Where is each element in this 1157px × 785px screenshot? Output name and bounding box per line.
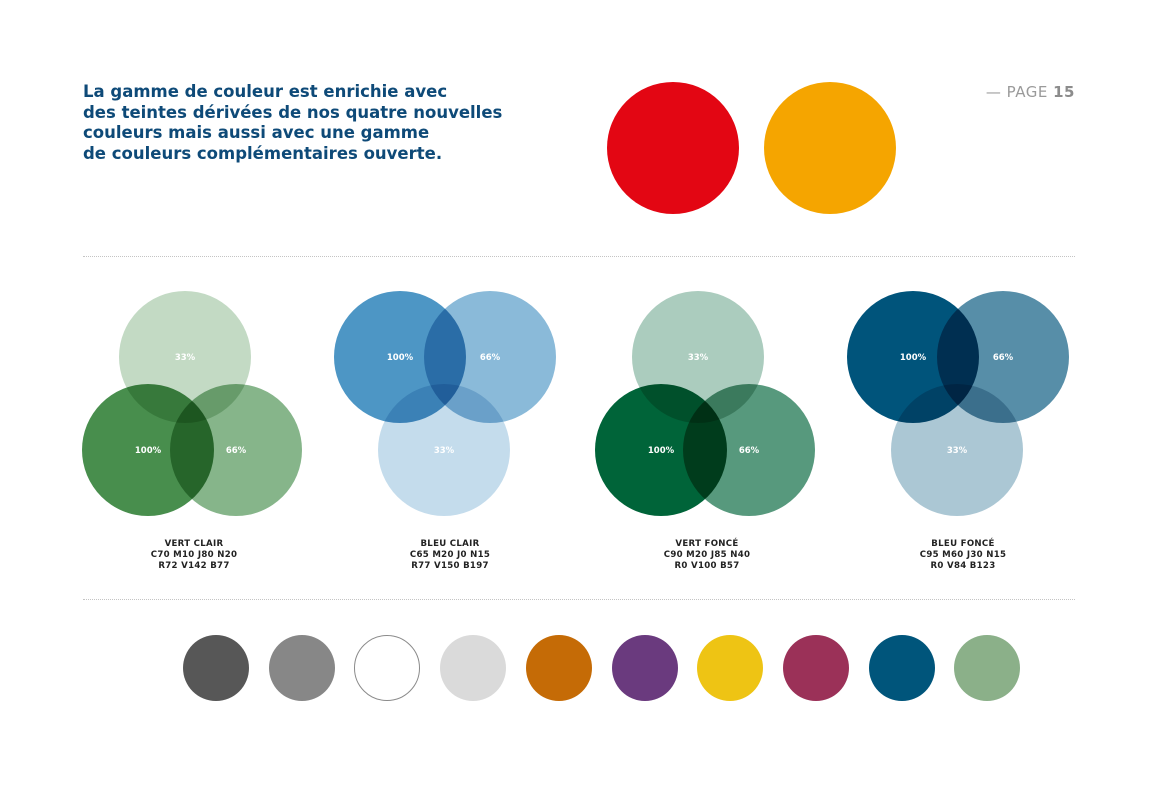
palette-rvb: R72 V142 B77 [158,561,230,571]
palette-name: VERT FONCÉ [675,539,739,549]
palette-name: BLEU CLAIR [420,539,480,549]
intro-line: couleurs mais aussi avec une gamme [83,123,430,142]
tint-percent-label: 33% [947,446,968,456]
tint-circle [170,384,302,516]
venn-bleu-clair: 100% 66% 33% [334,285,567,525]
tint-percent-label: 100% [387,353,414,363]
page-number: — PAGE 15 [986,83,1075,101]
swatch-purple [611,635,678,701]
swatch-white [354,635,421,701]
caption-vert-clair: VERT CLAIR C70 M10 J80 N20 R72 V142 B77 [84,539,304,572]
swatch-ochre [525,635,592,701]
intro-line: La gamme de couleur est enrichie avec [83,82,448,101]
tint-percent-label: 100% [135,446,162,456]
caption-vert-fonce: VERT FONCÉ C90 M20 J85 N40 R0 V100 B57 [597,539,817,572]
venn-bleu-fonce: 100% 66% 33% [847,285,1080,525]
venn-vert-clair: 33% 100% 66% [80,285,310,525]
tint-circle [378,384,510,516]
tint-percent-label: 66% [480,353,501,363]
palette-rvb: R77 V150 B197 [411,561,489,571]
tint-circle [891,384,1023,516]
swatch-dark-gray [183,635,249,701]
tint-percent-label: 33% [434,446,455,456]
intro-line: des teintes dérivées de nos quatre nouve… [83,102,503,122]
caption-bleu-fonce: BLEU FONCÉ C95 M60 J30 N15 R0 V84 B123 [853,539,1073,572]
venn-svg: 33% 100% 66% [82,291,302,516]
swatch-petrol-blue [868,635,935,701]
swatch-raspberry [782,635,849,701]
palette-cmjn: C65 M20 J0 N15 [409,550,491,560]
swatch-gray [268,635,335,701]
primary-color-red [607,82,739,214]
palette-name: BLEU FONCÉ [931,539,995,549]
swatch-sage-green [954,635,1021,701]
palette-cmjn: C95 M60 J30 N15 [919,550,1007,560]
palette-rvb: R0 V84 B123 [930,561,996,571]
bottom-divider [83,599,1075,600]
venn-svg: 100% 66% 33% [334,291,556,516]
palette-rvb: R0 V100 B57 [674,561,740,571]
tint-percent-label: 100% [648,446,675,456]
top-divider [83,256,1075,257]
venn-svg: 100% 66% 33% [847,291,1069,516]
palette-cmjn: C70 M10 J80 N20 [150,550,238,560]
caption-bleu-clair: BLEU CLAIR C65 M20 J0 N15 R77 V150 B197 [340,539,560,572]
swatch-yellow [697,635,764,701]
venn-vert-fonce: 33% 100% 66% [593,285,823,525]
page-prefix: — PAGE [985,83,1048,101]
tint-percent-label: 66% [226,446,247,456]
tint-percent-label: 66% [739,446,760,456]
primary-color-orange [764,82,896,214]
page-number-value: 15 [1053,83,1075,101]
intro-text: La gamme de couleur est enrichie avec de… [83,82,543,164]
intro-line: de couleurs complémentaires ouverte. [83,143,443,163]
venn-svg: 33% 100% 66% [595,291,815,516]
tint-percent-label: 100% [900,353,927,363]
swatch-light-gray [440,635,507,701]
tint-circle [683,384,815,516]
tint-percent-label: 33% [688,353,709,363]
tint-percent-label: 66% [993,353,1014,363]
palette-name: VERT CLAIR [164,539,224,549]
tint-percent-label: 33% [175,353,196,363]
palette-cmjn: C90 M20 J85 N40 [663,550,751,560]
